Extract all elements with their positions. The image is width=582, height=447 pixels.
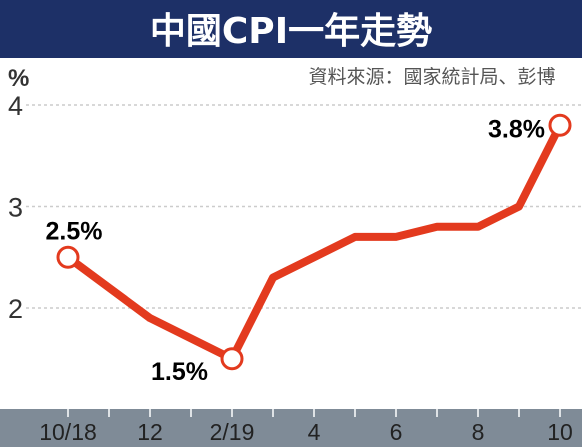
y-tick-labels: 4 3 2 (8, 91, 23, 324)
data-labels: 2.5% 1.5% 3.8% (46, 115, 545, 385)
data-marker-10-18 (56, 245, 80, 269)
y-tick-label-3: 3 (8, 193, 23, 223)
data-label-10-18: 2.5% (46, 217, 103, 245)
x-tick-label-6: 6 (390, 419, 403, 445)
chart-source: 資料來源：國家統計局、彭博 (308, 66, 555, 88)
series-line (64, 121, 564, 363)
x-tick-labels: 10/18 12 2/19 4 6 8 10 (39, 409, 573, 445)
data-markers (56, 113, 572, 371)
x-tick-label-2-19: 2/19 (210, 419, 255, 445)
gridlines (26, 104, 582, 309)
x-tick-label-8: 8 (472, 419, 485, 445)
x-tick-label-12: 12 (137, 419, 163, 445)
series-cpi (64, 121, 564, 363)
x-tick-label-4: 4 (308, 419, 321, 445)
x-tick-label-10-18: 10/18 (39, 419, 97, 445)
data-label-2-19: 1.5% (151, 358, 208, 386)
y-tick-label-2: 2 (8, 294, 23, 324)
y-tick-label-4: 4 (8, 91, 23, 121)
x-axis-band (0, 409, 582, 447)
data-label-10-19: 3.8% (488, 115, 545, 143)
data-marker-10-19 (548, 113, 572, 137)
title-bar (0, 0, 582, 58)
data-marker-2-19 (220, 347, 244, 371)
x-tick-label-10: 10 (547, 419, 573, 445)
chart-title: 中國CPI一年走勢 (150, 11, 432, 52)
y-axis-unit-label: % (8, 65, 29, 92)
